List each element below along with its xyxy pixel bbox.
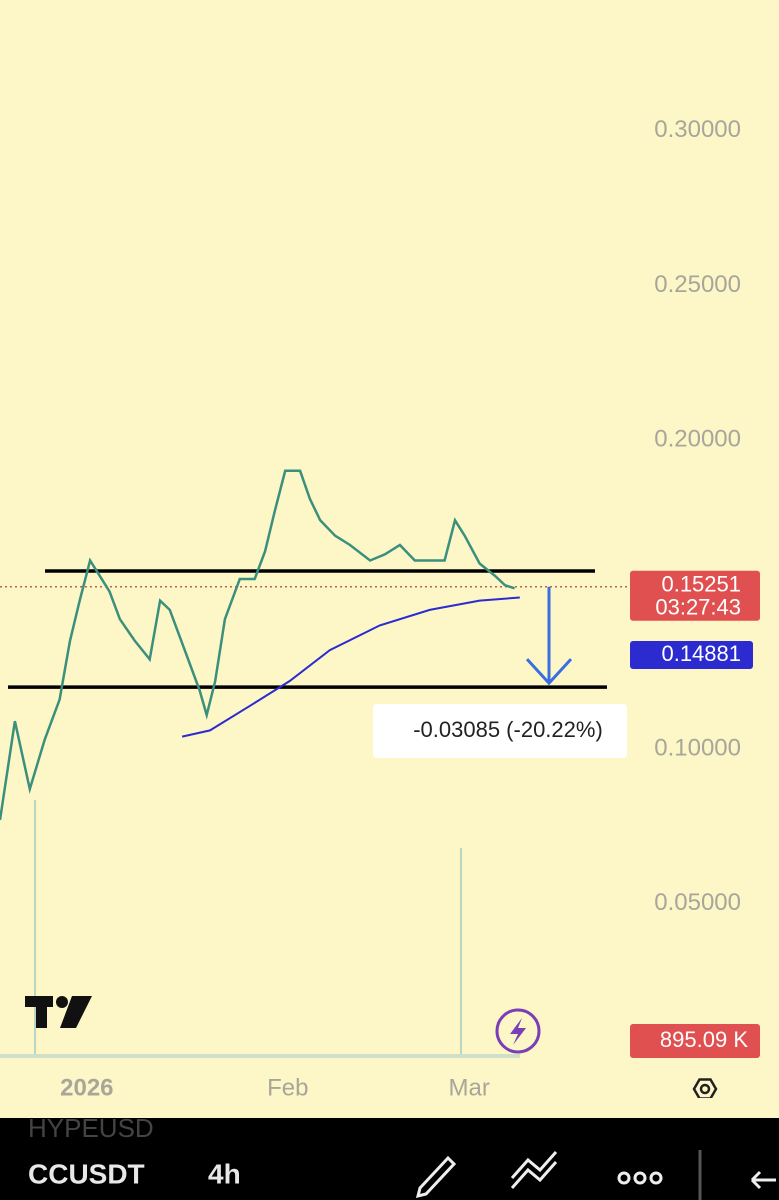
last-price-label: 0.15251: [661, 572, 741, 597]
logo: [25, 996, 92, 1028]
measure-label: -0.03085 (-20.22%): [413, 717, 603, 742]
y-tick-label: 0.30000: [654, 116, 741, 143]
y-tick-label: 0.25000: [654, 271, 741, 298]
plot: 0.05000 0.10000 0.20000 0.25000 0.30000 2026 F…: [0, 116, 760, 1101]
volume-tag: [630, 1024, 760, 1058]
measure-arrow-head: [525, 658, 573, 686]
x-tick-label: Mar: [449, 1074, 490, 1101]
volume-label: 895.09 K: [660, 1027, 748, 1052]
ma-label: 0.14881: [661, 641, 741, 666]
y-tick-label: 0.10000: [654, 734, 741, 761]
y-tick-label: 0.05000: [654, 889, 741, 916]
interval[interactable]: 4h: [208, 1158, 241, 1189]
last-price-tag: [630, 570, 760, 621]
y-tick-label: 0.20000: [654, 425, 741, 452]
measure-box: [373, 704, 627, 758]
toolbar-edge: [0, 1098, 779, 1118]
x-tick-label: 2026: [60, 1074, 113, 1101]
moving-average: [181, 596, 520, 738]
toolbar: [0, 1118, 779, 1200]
ma-tag: [630, 641, 753, 669]
lightning-button[interactable]: [495, 1008, 541, 1054]
toolbar-icons[interactable]: [415, 1150, 776, 1200]
symbol[interactable]: CCUSDT: [28, 1158, 145, 1189]
price-line: [0, 469, 515, 821]
countdown: 03:27:43: [655, 595, 741, 620]
x-tick-label: Feb: [267, 1074, 308, 1101]
